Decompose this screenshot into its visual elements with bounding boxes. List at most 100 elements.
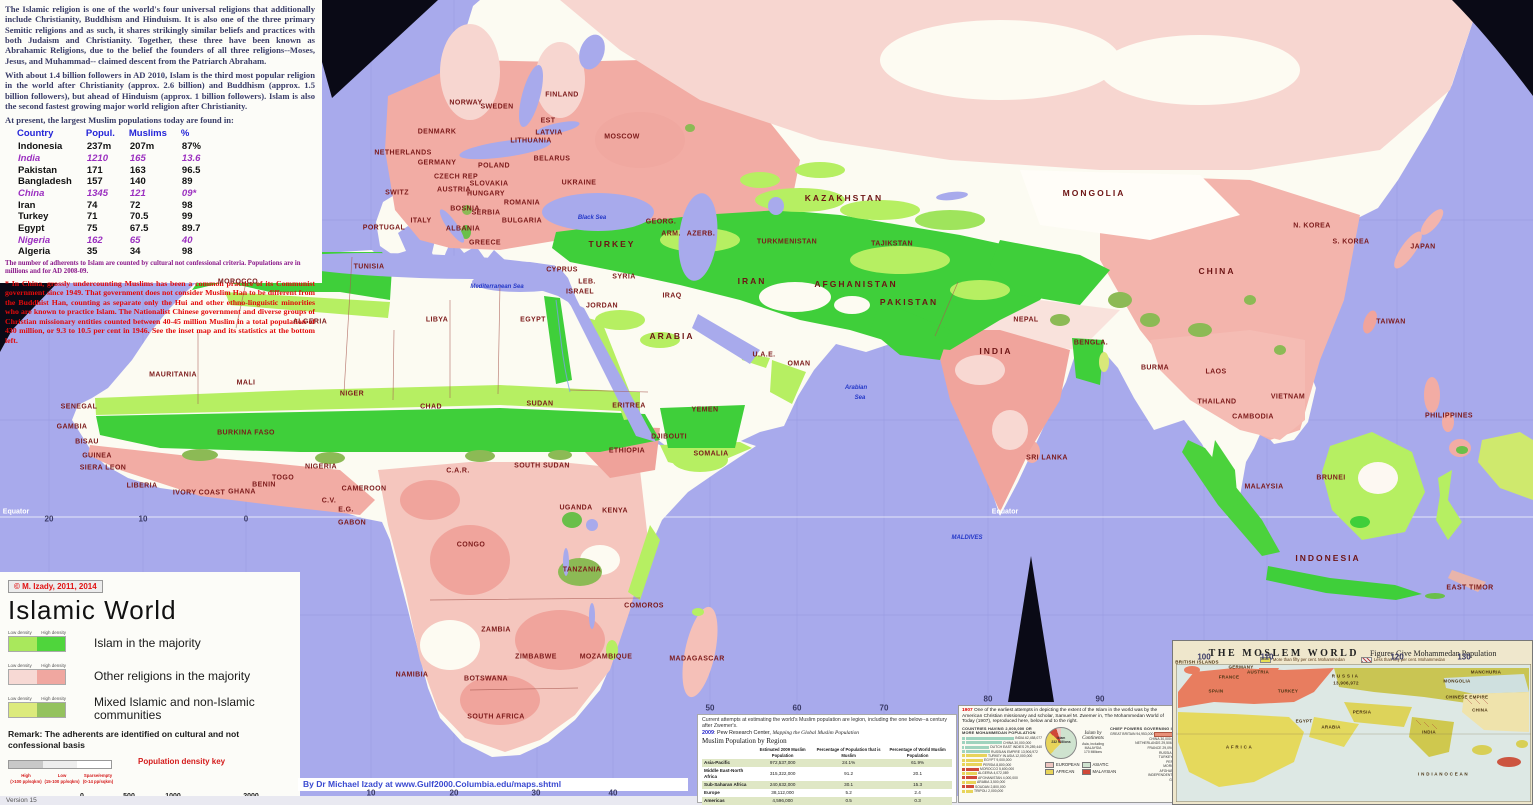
country-bar (965, 745, 990, 749)
country-bar (966, 771, 977, 775)
caspian-sea (678, 193, 718, 281)
inset-legend-swatch (1259, 656, 1271, 663)
table-header-row: Country Popul. Muslims% (17, 129, 215, 141)
country-chip (962, 771, 965, 775)
country-bar-row: SOUDAN 2,800,000 (962, 784, 1042, 789)
pew-cell: 972,537,000 (769, 760, 796, 766)
mediterranean (280, 253, 560, 279)
legend-remark: Remark: The adherents are identified on … (8, 729, 240, 750)
pew-row: Sub-Saharan Africa 240,632,000 30.1 15.3 (702, 781, 952, 790)
country-bar-label: PERSIA 8,800,000 (983, 762, 1012, 767)
country-bar-row: TRIPOLI 2,000,000 (962, 789, 1042, 793)
taiwan (1363, 310, 1377, 334)
density-label: High (21, 773, 31, 779)
pew-cell: 91.2 (844, 771, 854, 777)
table-cell: 74 (86, 199, 98, 211)
pie-legend-chip (1045, 761, 1054, 768)
low-density-label: Low density (8, 696, 32, 701)
low-density-swatch (9, 703, 37, 717)
country-bar (966, 763, 982, 767)
yemen-green (660, 405, 745, 448)
map-title: Islamic World (8, 595, 177, 625)
pie-center-line: Islam (1056, 735, 1066, 740)
country-chip (962, 780, 965, 784)
country-chip (962, 741, 965, 745)
oman-lime (770, 360, 806, 404)
country-bar (965, 736, 1015, 740)
pie-note-line: 170 Millions (1084, 750, 1102, 755)
guinea-coast-pink (88, 445, 375, 515)
version-label: Version 15 (6, 797, 37, 804)
inset-legend-item: More than fifty per cent. Mohammedan (1259, 656, 1345, 663)
pie-legend: EUROPEAN ASIATIC AFRICAN MALAYSIAN (1045, 761, 1116, 775)
pie-legend-label: AFRICAN (1056, 769, 1075, 775)
country-chip (962, 750, 965, 753)
sulawesi (1436, 470, 1462, 540)
country-chip (962, 763, 965, 767)
density-segment (77, 761, 111, 769)
table-cell: 70.5 (129, 211, 149, 223)
density-sublabel: (0-14 pp/sqkm) (82, 778, 114, 784)
table-cell: 121 (129, 187, 146, 199)
country-chip (962, 736, 965, 740)
inset-persia (1344, 702, 1412, 727)
inset-china (1462, 692, 1529, 732)
table-cell: 96.5 (181, 164, 201, 176)
density-segment (9, 761, 43, 769)
table-cell: 09* (181, 187, 197, 199)
attribution-text: By Dr Michael Izady at www.Gulf2000.Colu… (303, 779, 562, 789)
table-cell: 35 (86, 246, 98, 258)
islam-by-continents-pie: Islam 232 Millions (1045, 726, 1077, 759)
power-bar-label: CHINA 30,000,000 (1149, 736, 1178, 741)
country-bar-label: SOUDAN 2,800,000 (975, 784, 1006, 789)
density-segment (43, 761, 77, 769)
muslim-populations-table: Country Popul. Muslims% Indonesia 237m 207m 8… (17, 129, 215, 258)
table-cell: 89 (181, 176, 193, 188)
country-bar-row: TURKEY IN ASIA 12,000,000 (962, 754, 1042, 758)
density-key: High (>100 pp/sqkm) Low (15-100 pp/sqkm) Spa… (8, 755, 292, 784)
country-bar-row: AFGHANISTAN 4,000,000 (962, 776, 1042, 780)
legend-swatch-block: Low density High density (8, 630, 70, 656)
country-bar-row: INDIA 62,458,077 (962, 736, 1042, 740)
table-cell: 1345 (86, 187, 108, 199)
pew-cell: Sub-Saharan Africa (704, 782, 747, 788)
pie-note: Asia, including MALAYSIA 170 Millions (1079, 742, 1107, 755)
table-cell: 140 (129, 176, 146, 188)
table-cell: 163 (129, 164, 146, 176)
country-bar (966, 758, 983, 762)
high-density-swatch (37, 670, 65, 684)
country-bar-label: DUTCH EAST INDIES 29,289,440 (990, 745, 1042, 750)
legend-item: Low density High density Mixed Islamic and… (8, 696, 292, 722)
table-cell: 89.7 (181, 222, 201, 234)
legend-swatch-block: Low density High density (8, 663, 70, 689)
java (1266, 566, 1422, 600)
country-bar-row: MOROCCO 5,600,000 (962, 767, 1042, 771)
table-cell: 75 (86, 222, 98, 234)
pew-header-cell: Estimated 2009 Muslim Population (759, 747, 806, 758)
country-chip (962, 789, 965, 793)
table-cell: Bangladesh (18, 176, 72, 188)
sahel-lime (95, 385, 640, 415)
table-cell: Pakistan (18, 164, 58, 176)
pie-center-text: Islam 232 Millions (1046, 736, 1076, 744)
table-row: Turkey 71 70.5 99 (17, 211, 215, 223)
country-bar (966, 767, 979, 771)
legend-sublabels: Low density High density (8, 630, 66, 635)
pie-legend-item: EUROPEAN (1045, 761, 1080, 768)
inset-legend: More than fifty per cent. Mohammedan Less… (1173, 655, 1532, 664)
low-density-swatch (9, 637, 37, 651)
pew-region-table: Estimated 2009 Muslim Population Percenta… (702, 746, 952, 805)
inset-title: THE MOSLEM WORLD (1208, 648, 1359, 659)
country-bar-row: PERSIA 8,800,000 (962, 762, 1042, 767)
inset-arabia (1309, 717, 1359, 747)
legend-swatch-pair (8, 702, 66, 718)
legend-item-label: Other religions in the majority (94, 668, 251, 683)
country-bar (966, 750, 990, 753)
pew-cell: Asia-Pacific (704, 760, 731, 766)
density-bar (8, 760, 112, 770)
table-cell: 99 (181, 211, 193, 223)
pie-legend-label: EUROPEAN (1056, 762, 1080, 768)
madagascar (682, 606, 718, 698)
powers-chart-title: CHIEF POWERS GOVERNING ISLAM (1110, 725, 1184, 731)
table-cell: India (18, 152, 41, 164)
